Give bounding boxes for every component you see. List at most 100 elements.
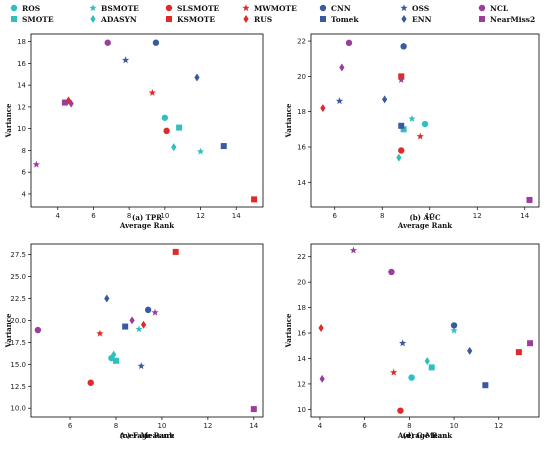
point-bsmote [196,147,205,155]
panel-caption: (c) F-Measure [120,431,175,440]
point-ncl [104,39,111,46]
x-tick-label: 12 [196,212,205,220]
panel-caption: (a) TPR [132,213,162,222]
point-usbc [32,160,40,168]
point-oss [121,56,130,64]
point-adasyn [171,143,177,152]
y-tick-label: 12 [297,380,306,388]
panel-caption: (b) AUC [409,213,440,222]
x-tick-label: 12 [203,422,212,430]
x-tick-label: 14 [232,212,241,220]
y-tick-label: 16 [17,60,26,68]
point-tomek [122,323,129,330]
point-smote [112,357,119,364]
legend-label: ENN [412,15,432,24]
legend-entry-enn: ENN [401,15,432,24]
x-tick-label: 10 [450,422,459,430]
chart-legend: ROS SMOTE BSMOTE ADASYN SLSMOTE KSMOTE MWMOTE R… [10,4,535,24]
y-tick-label: 12 [17,103,26,111]
legend-entry-mwmote: MWMOTE [242,4,297,13]
legend-marker [401,15,407,23]
legend-entry-rus: RUS [243,15,272,24]
y-tick-label: 16 [297,330,306,338]
y-tick-label: 16 [297,143,306,151]
legend-marker [320,16,326,22]
legend-entry-oss: OSS [400,4,429,13]
point-smote [400,126,407,133]
legend-label: SLSMOTE [177,4,220,13]
point-mwmote [96,329,104,337]
legend-entry-tomek: Tomek [320,15,359,24]
legend-label: Tomek [331,15,359,24]
point-centersnn [129,316,135,325]
point-ncl [388,268,395,276]
point-centersnn [319,374,325,383]
point-slsmote [397,407,404,414]
y-axis-label: Variance [284,313,293,349]
point-oss [137,362,145,370]
point-smote [428,364,435,371]
point-cnn [400,43,407,50]
x-axis-label: Average Rank [119,431,174,440]
y-axis-label: Variance [4,103,13,139]
y-tick-label: 14 [297,179,306,187]
y-tick-label: 14 [297,355,306,363]
legend-label: ROS [22,4,40,13]
point-nearmiss2 [61,99,68,106]
y-tick-label: 10 [17,125,26,133]
y-tick-label: 10.0 [10,405,26,413]
legend-label: NearMiss2 [490,15,535,24]
point-ksmote [251,196,258,203]
legend-entry-slsmote: SLSMOTE [165,4,220,13]
y-tick-label: 22.5 [10,295,26,303]
point-ros [408,374,415,381]
x-tick-label: 8 [114,422,118,430]
plot-frame [310,243,540,418]
point-tomek [398,122,405,129]
legend-label: NCL [490,4,509,13]
point-mwmote [148,88,156,96]
point-adasyn [396,153,402,162]
x-tick-label: 6 [362,422,367,430]
x-axis-label: Average Rank [119,221,174,230]
legend-entry-cnn: CNN [319,4,351,13]
x-tick-label: 12 [494,422,503,430]
point-mwmote [390,368,398,376]
y-tick-label: 20.0 [10,317,26,325]
point-bsmote [450,326,458,334]
legend-label: KSMOTE [177,15,215,24]
y-tick-label: 6 [22,169,27,177]
legend-marker [165,4,173,12]
point-enn [467,346,473,355]
legend-entry-smote: SMOTE [11,15,54,24]
point-smote [176,124,183,131]
point-enn [104,294,110,303]
point-usbc [397,76,405,83]
legend-label: CNN [331,4,351,13]
point-ros [161,114,169,121]
x-tick-label: 4 [56,212,61,220]
legend-marker [478,4,486,12]
point-mwmote [416,132,424,140]
legend-marker [10,4,18,12]
panel-2: 6 8 10 12 14 14 16 18 20 22 Average Rank Variance (b… [284,33,540,230]
point-cnn [152,39,160,46]
y-tick-label: 25.0 [10,273,26,281]
legend-entry-adasyn: ADASYN [90,15,137,24]
x-tick-label: 6 [68,422,73,430]
y-tick-label: 15.0 [10,361,26,369]
point-slsmote [163,127,170,135]
x-tick-label: 6 [91,212,96,220]
point-enn [382,95,388,104]
point-ncl [345,39,353,47]
legend-entry-bsmote: BSMOTE [89,4,139,13]
x-axis-label: Average Rank [397,431,452,440]
y-tick-label: 4 [22,190,27,198]
legend-label: SMOTE [22,15,54,24]
x-tick-label: 10 [157,422,166,430]
point-ncl [34,326,42,334]
point-centersnn [68,99,74,108]
legend-marker [11,16,17,22]
legend-marker [243,15,249,23]
point-rus [318,323,324,332]
